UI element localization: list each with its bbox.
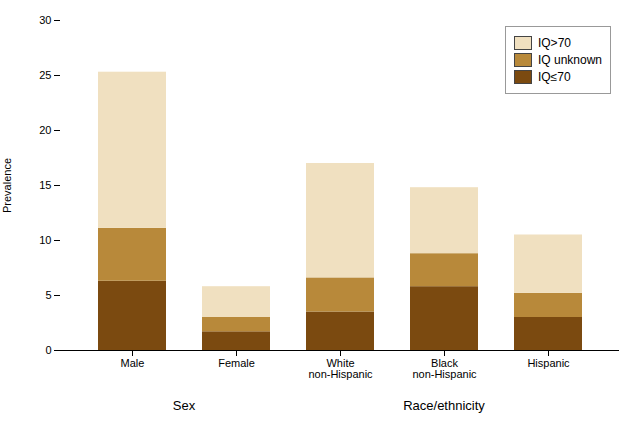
svg-text:25: 25 [39,69,51,81]
svg-text:Blacknon-Hispanic: Blacknon-Hispanic [412,357,477,380]
svg-text:Hispanic: Hispanic [527,357,570,369]
svg-text:10: 10 [39,234,51,246]
svg-text:Race/ethnicity: Race/ethnicity [403,398,485,413]
svg-text:15: 15 [39,179,51,191]
svg-text:Female: Female [218,357,255,369]
html-text:IQ unknown: IQ unknown [538,53,602,67]
svg-text:Male: Male [121,357,145,369]
svg-text:Whitenon-Hispanic: Whitenon-Hispanic [308,357,373,380]
svg-text:30: 30 [39,14,51,26]
svg-text:5: 5 [45,289,51,301]
svg-text:Sex: Sex [173,398,196,413]
svg-text:20: 20 [39,124,51,136]
html-text:IQ>70: IQ>70 [538,36,571,50]
svg-text:Prevalence: Prevalence [1,158,13,213]
svg-text:0: 0 [45,344,51,356]
html-text:IQ≤70: IQ≤70 [538,70,571,84]
